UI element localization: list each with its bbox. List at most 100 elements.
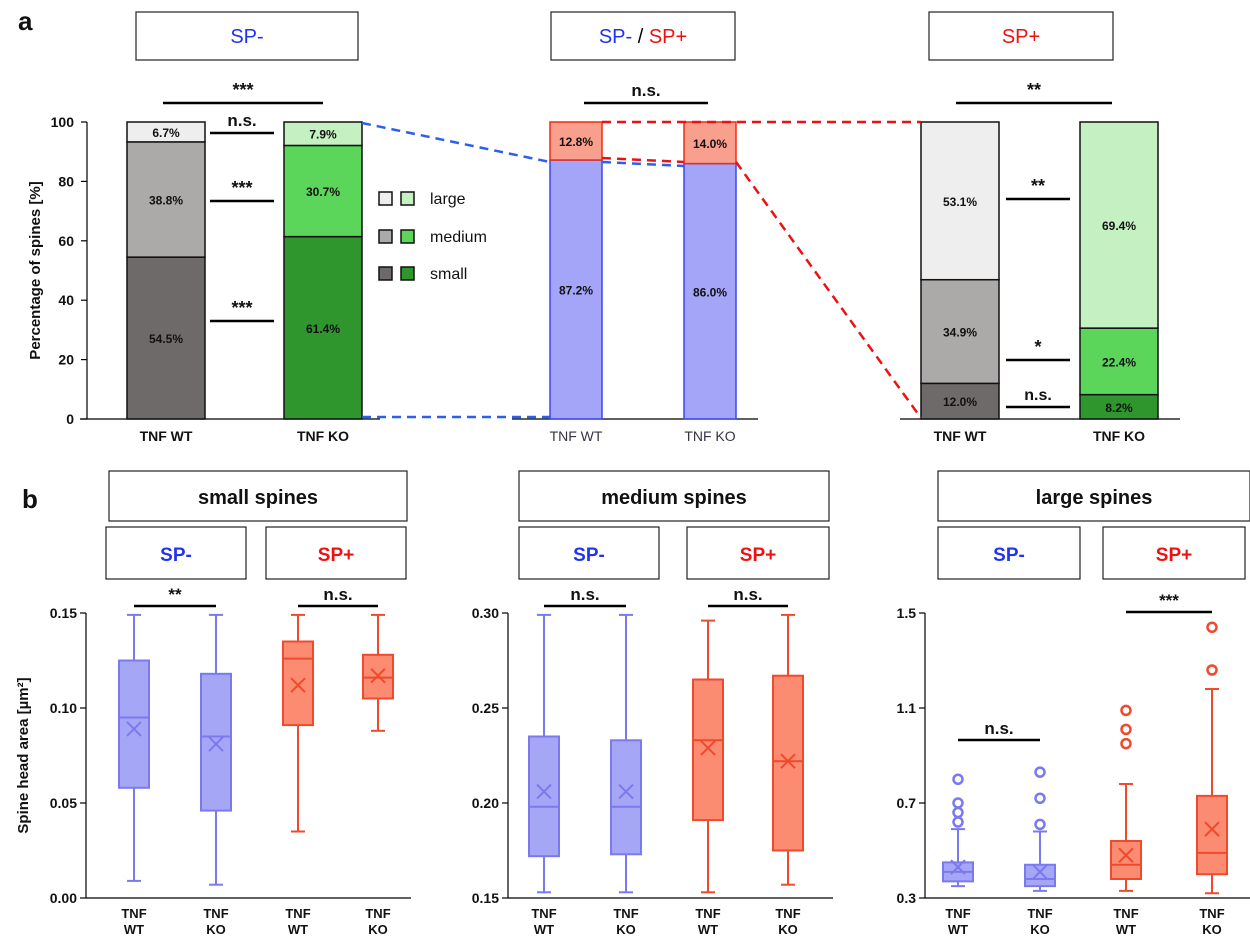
sig-label-b: n.s.: [733, 585, 762, 604]
data-label: 6.7%: [152, 126, 180, 140]
x-tick-label-b: TNF: [613, 906, 638, 921]
box-mean-marker: [1118, 847, 1134, 863]
box-iqr: [772, 674, 804, 852]
y-tick-label-a: 60: [58, 233, 74, 249]
connector-red-diag: [734, 161, 923, 419]
y-tick-label-b: 0.00: [50, 890, 77, 906]
y-tick-label-a: 100: [51, 114, 75, 130]
box-iqr: [1024, 863, 1056, 888]
x-tick-label-b: KO: [368, 922, 388, 937]
sig-small-sp-minus: ***: [231, 298, 252, 318]
x-tick-label-b: TNF: [1199, 906, 1224, 921]
x-tick-label-b: WT: [534, 922, 554, 937]
y-tick-label-b: 1.5: [897, 605, 917, 621]
x-tick-label-b: KO: [1030, 922, 1050, 937]
group-header-box: [265, 526, 407, 580]
group-header-label: SP-: [573, 545, 605, 566]
outlier-point: [952, 816, 964, 828]
data-label: 86.0%: [693, 285, 727, 299]
box-mean-marker: [780, 753, 796, 769]
box-iqr: [118, 659, 150, 789]
header-part: /: [632, 26, 649, 48]
x-tick-label-b: TNF: [365, 906, 390, 921]
x-tick-label-b: TNF: [775, 906, 800, 921]
data-label: 12.0%: [943, 395, 977, 409]
panel-label-b: b: [22, 484, 38, 514]
y-tick-label-b: 0.25: [472, 700, 499, 716]
sig-label-b: n.s.: [570, 585, 599, 604]
data-label: 38.8%: [149, 194, 183, 208]
group-header-label: SP-: [160, 545, 192, 566]
x-tick-label-b: TNF: [1027, 906, 1052, 921]
legend-label: small: [430, 266, 467, 283]
group-header-label: SP+: [318, 545, 354, 566]
outlier-point: [1120, 723, 1132, 736]
y-tick-label-b: 0.7: [897, 795, 917, 811]
bar-2-0-small: [920, 382, 1000, 420]
box-iqr: [282, 640, 314, 727]
bar-0-0-small: [126, 256, 206, 420]
legend-swatch-ko: [400, 229, 415, 244]
panel-title: large spines: [1036, 487, 1153, 509]
sig-overall-ratio: n.s.: [631, 81, 660, 100]
header-title-2: SP+: [1002, 26, 1040, 48]
box-mean-marker: [950, 859, 966, 875]
sig-large-sp-plus: **: [1031, 176, 1045, 196]
box-iqr: [528, 735, 560, 858]
x-tick-label: TNF KO: [1093, 428, 1145, 444]
legend-swatch-wt: [378, 266, 393, 281]
data-label: 61.4%: [306, 322, 340, 336]
sig-large-sp-minus: n.s.: [227, 111, 256, 130]
outlier-point: [1034, 818, 1046, 831]
panel-title: medium spines: [601, 487, 747, 509]
data-label: 7.9%: [309, 128, 337, 142]
panel-title-box: [518, 470, 830, 522]
box-iqr: [610, 739, 642, 856]
box-mean-marker: [618, 783, 634, 800]
sig-medium-sp-plus: *: [1034, 337, 1041, 357]
group-header-box: [937, 526, 1081, 580]
y-tick-label-a: 40: [58, 292, 74, 308]
sig-label-b: ***: [1159, 591, 1179, 610]
panel-title: small spines: [198, 487, 318, 509]
legend-swatch-wt: [378, 229, 393, 244]
y-tick-label-b: 0.15: [472, 890, 499, 906]
legend-swatch-ko: [400, 266, 415, 281]
x-tick-label: TNF WT: [550, 428, 603, 444]
data-label: 22.4%: [1102, 355, 1136, 369]
sig-medium-sp-minus: ***: [231, 178, 252, 198]
header-part: SP+: [649, 26, 687, 48]
box-mean-marker: [700, 740, 716, 756]
legend-label: medium: [430, 229, 487, 246]
y-tick-label-a: 0: [66, 411, 74, 427]
group-header-box: [686, 526, 830, 580]
box-mean-marker: [126, 721, 142, 737]
y-axis-title-a: Percentage of spines [%]: [27, 181, 44, 359]
header-box-0: [135, 11, 359, 61]
x-tick-label: TNF WT: [934, 428, 987, 444]
legend-swatch-ko: [400, 191, 415, 206]
sig-label-b: n.s.: [323, 585, 352, 604]
x-tick-label-b: KO: [616, 922, 636, 937]
box-mean-marker: [370, 667, 386, 684]
x-tick-label-b: TNF: [1113, 906, 1138, 921]
y-tick-label-b: 0.30: [472, 605, 499, 621]
data-label: 87.2%: [559, 284, 593, 298]
bar-0-0-medium: [126, 141, 206, 258]
panel-title-box: [937, 470, 1250, 522]
outlier-point: [1120, 704, 1132, 717]
sig-overall-sp-minus: ***: [232, 80, 253, 100]
y-tick-label-a: 20: [58, 352, 74, 368]
y-tick-label-b: 0.15: [50, 605, 77, 621]
connector-blue-top: [361, 121, 551, 164]
y-tick-label-b: 0.20: [472, 795, 499, 811]
header-box-1: [550, 11, 736, 61]
bar-0-1-large: [283, 121, 363, 147]
header-box-2: [928, 11, 1114, 61]
bar-2-0-large: [920, 121, 1000, 281]
sig-label-b: n.s.: [984, 719, 1013, 738]
outlier-point: [1120, 737, 1132, 750]
header-part: SP-: [230, 26, 263, 48]
x-tick-label-b: TNF: [531, 906, 556, 921]
